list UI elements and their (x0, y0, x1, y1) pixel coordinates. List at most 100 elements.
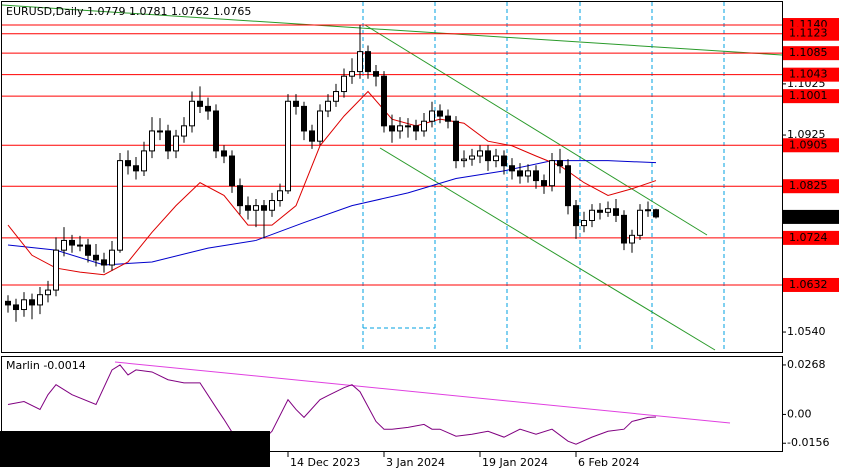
level-label: 1.0724 (789, 231, 828, 244)
candle-body (381, 75, 387, 127)
candle-body (285, 100, 291, 192)
candle-body (93, 254, 99, 261)
candle-body (13, 304, 19, 311)
candle-body (485, 150, 491, 162)
x-tick-label: 14 Dec 2023 (290, 456, 360, 469)
candle-body (405, 125, 411, 128)
candle-body (565, 165, 571, 207)
trend-line (364, 24, 708, 236)
candle-body (357, 51, 363, 73)
level-label-box (783, 179, 839, 194)
candle-body (29, 299, 35, 306)
candle-body (325, 100, 331, 112)
level-label-box (783, 89, 839, 104)
candle-body (5, 300, 11, 306)
candle-body (165, 130, 171, 152)
candle-body (365, 51, 371, 73)
oscillator-trend-line (114, 361, 731, 424)
x-tick-label: 3 Jan 2024 (386, 456, 445, 469)
candle-body (397, 125, 403, 132)
candle-body (469, 155, 475, 160)
oscillator-line (7, 364, 657, 445)
candle-body (333, 91, 339, 102)
candle-body (205, 105, 211, 112)
watermark: WWW.GlobalFXTradingGroup.Com (12, 441, 251, 457)
candle-body (629, 234, 635, 244)
candle-body (53, 249, 59, 291)
candle-body (421, 120, 427, 132)
candle-body (589, 209, 595, 221)
candle-body (229, 155, 235, 187)
candle-body (149, 130, 155, 152)
oscillator-title: Marlin -0.0014 (6, 359, 86, 372)
candle-body (613, 208, 619, 216)
candle-body (213, 110, 219, 152)
main-frame (1, 1, 783, 353)
level-label: 1.1001 (789, 89, 828, 102)
candle-body (637, 209, 643, 236)
candle-body (197, 100, 203, 107)
candle-body (189, 100, 195, 127)
candle-body (509, 165, 515, 172)
level-label-box (783, 46, 839, 61)
candle-body (653, 209, 659, 218)
candle-body (413, 125, 419, 132)
candle-body (621, 214, 627, 244)
y-tick-label: 1.0925 (787, 128, 826, 141)
candle-body (269, 200, 275, 211)
candle-body (349, 71, 355, 77)
y-tick-label: -0.0156 (787, 436, 829, 449)
candle-body (85, 244, 91, 256)
level-label: 1.0825 (789, 179, 828, 192)
candle-body (141, 150, 147, 172)
candle-body (453, 120, 459, 162)
trend-lines (1, 4, 783, 351)
level-label: 1.1123 (789, 27, 828, 40)
x-tick-label: 6 Feb 2024 (578, 456, 639, 469)
watermark-box (0, 431, 270, 467)
candle-body (37, 294, 43, 306)
candle-body (309, 130, 315, 142)
oscillator-frame (1, 356, 783, 452)
candle-body (533, 170, 539, 182)
x-tick-label: 19 Jan 2024 (482, 456, 548, 469)
candle-body (525, 170, 531, 177)
candle-body (557, 160, 563, 167)
candle-body (21, 299, 27, 311)
candle-body (645, 209, 651, 212)
candle-body (117, 160, 123, 251)
level-label: 1.0905 (789, 138, 828, 151)
candle-body (109, 249, 115, 266)
candle-body (69, 239, 75, 246)
current-price-label: 1.0765 (789, 210, 828, 223)
candle-body (253, 205, 259, 211)
candle-body (429, 110, 435, 122)
candle-body (501, 155, 507, 167)
candle-body (301, 105, 307, 132)
trend-line (379, 147, 716, 351)
current-price-box (783, 209, 839, 224)
level-label-box (783, 277, 839, 292)
candle-body (549, 160, 555, 187)
chart-title: EURUSD,Daily 1.0779 1.0781 1.0762 1.0765 (6, 5, 251, 18)
moving-average (7, 90, 657, 276)
candle-body (389, 125, 395, 132)
candle-body (605, 208, 611, 213)
candle-body (293, 100, 299, 107)
candle-body (181, 125, 187, 137)
candle-body (445, 115, 451, 122)
candle-body (61, 239, 67, 251)
y-tick-label: 0.00 (787, 407, 812, 420)
candle-body (157, 130, 163, 133)
candle-body (477, 150, 483, 157)
candle-body (573, 205, 579, 227)
level-label: 1.1043 (789, 68, 828, 81)
candle-body (341, 75, 347, 93)
y-tick-label: 0.0268 (787, 358, 826, 371)
candle-body (237, 185, 243, 207)
trend-line (1, 4, 783, 56)
candle-body (581, 219, 587, 227)
level-label-box (783, 67, 839, 82)
candle-body (245, 205, 251, 211)
